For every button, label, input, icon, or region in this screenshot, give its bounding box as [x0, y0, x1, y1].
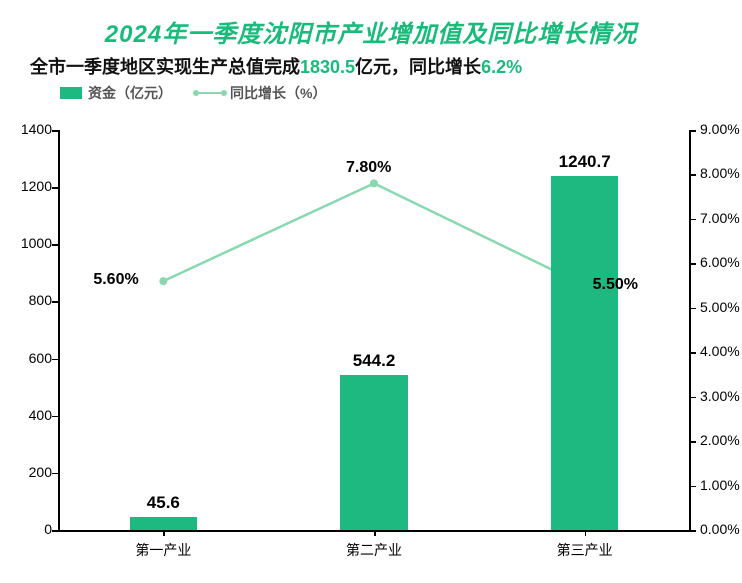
bar-value-label: 544.2 — [353, 351, 396, 371]
y-right-tick — [690, 486, 696, 488]
y-right-tick — [690, 219, 696, 221]
y-left-tick — [52, 359, 58, 361]
y-right-tick-label: 1.00% — [700, 477, 740, 493]
x-tick — [163, 530, 165, 536]
y-left-tick-label: 1000 — [4, 235, 52, 251]
y-right-tick-label: 4.00% — [700, 343, 740, 359]
bar-value-label: 1240.7 — [559, 152, 611, 172]
category-label: 第三产业 — [525, 540, 645, 560]
x-tick — [585, 530, 587, 536]
legend: 资金（亿元） 同比增长（%） — [0, 81, 742, 103]
y-left-tick — [52, 301, 58, 303]
growth-line — [163, 183, 584, 285]
y-right-tick — [690, 441, 696, 443]
y-left-tick — [52, 187, 58, 189]
line-marker — [370, 179, 378, 187]
line-marker — [159, 277, 167, 285]
y-right-tick-label: 7.00% — [700, 210, 740, 226]
legend-swatch-bar — [60, 87, 82, 99]
legend-label-bar: 资金（亿元） — [88, 83, 172, 103]
y-right-tick — [690, 130, 696, 132]
y-right-tick-label: 9.00% — [700, 121, 740, 137]
y-right-tick-label: 6.00% — [700, 254, 740, 270]
bar — [130, 517, 197, 530]
y-right-tick — [690, 308, 696, 310]
y-right-tick — [690, 263, 696, 265]
y-left-tick — [52, 130, 58, 132]
chart-container: 2024年一季度沈阳市产业增加值及同比增长情况 全市一季度地区实现生产总值完成1… — [0, 0, 742, 583]
line-value-label: 7.80% — [346, 159, 391, 177]
y-left-tick-label: 1400 — [4, 121, 52, 137]
y-left-tick — [52, 473, 58, 475]
y-right-tick-label: 8.00% — [700, 165, 740, 181]
y-left-tick-label: 0 — [4, 521, 52, 537]
chart-title: 2024年一季度沈阳市产业增加值及同比增长情况 — [0, 0, 742, 49]
y-right-tick — [690, 352, 696, 354]
y-left-tick — [52, 530, 58, 532]
category-label: 第二产业 — [314, 540, 434, 560]
y-left-tick — [52, 416, 58, 418]
line-value-label: 5.60% — [93, 271, 138, 289]
legend-item-line: 同比增长（%） — [196, 83, 326, 103]
y-left-tick-label: 200 — [4, 464, 52, 480]
subtitle-value-1: 1830.5 — [300, 57, 355, 77]
legend-swatch-line — [196, 92, 224, 94]
bar — [340, 375, 407, 530]
subtitle-value-2: 6.2% — [481, 57, 522, 77]
y-right-tick-label: 2.00% — [700, 432, 740, 448]
line-value-label: 5.50% — [593, 276, 638, 294]
subtitle-unit-1: 亿元，同比增长 — [355, 57, 481, 77]
y-right-tick — [690, 174, 696, 176]
subtitle-prefix: 全市一季度地区实现生产总值完成 — [30, 57, 300, 77]
legend-label-line: 同比增长（%） — [230, 83, 326, 103]
chart-subtitle: 全市一季度地区实现生产总值完成1830.5亿元，同比增长6.2% — [0, 49, 742, 81]
legend-item-bar: 资金（亿元） — [60, 83, 172, 103]
y-right-tick — [690, 530, 696, 532]
y-right-tick — [690, 397, 696, 399]
y-right-axis — [689, 130, 691, 530]
bar — [551, 176, 618, 530]
y-right-tick-label: 0.00% — [700, 521, 740, 537]
x-tick — [374, 530, 376, 536]
y-left-axis — [58, 130, 60, 530]
y-left-tick-label: 800 — [4, 292, 52, 308]
category-label: 第一产业 — [103, 540, 223, 560]
y-left-tick-label: 1200 — [4, 178, 52, 194]
y-right-tick-label: 3.00% — [700, 388, 740, 404]
y-right-tick-label: 5.00% — [700, 299, 740, 315]
y-left-tick-label: 600 — [4, 350, 52, 366]
chart-plot-area: 02004006008001000120014000.00%1.00%2.00%… — [58, 130, 690, 530]
bar-value-label: 45.6 — [147, 493, 180, 513]
y-left-tick-label: 400 — [4, 407, 52, 423]
y-left-tick — [52, 244, 58, 246]
